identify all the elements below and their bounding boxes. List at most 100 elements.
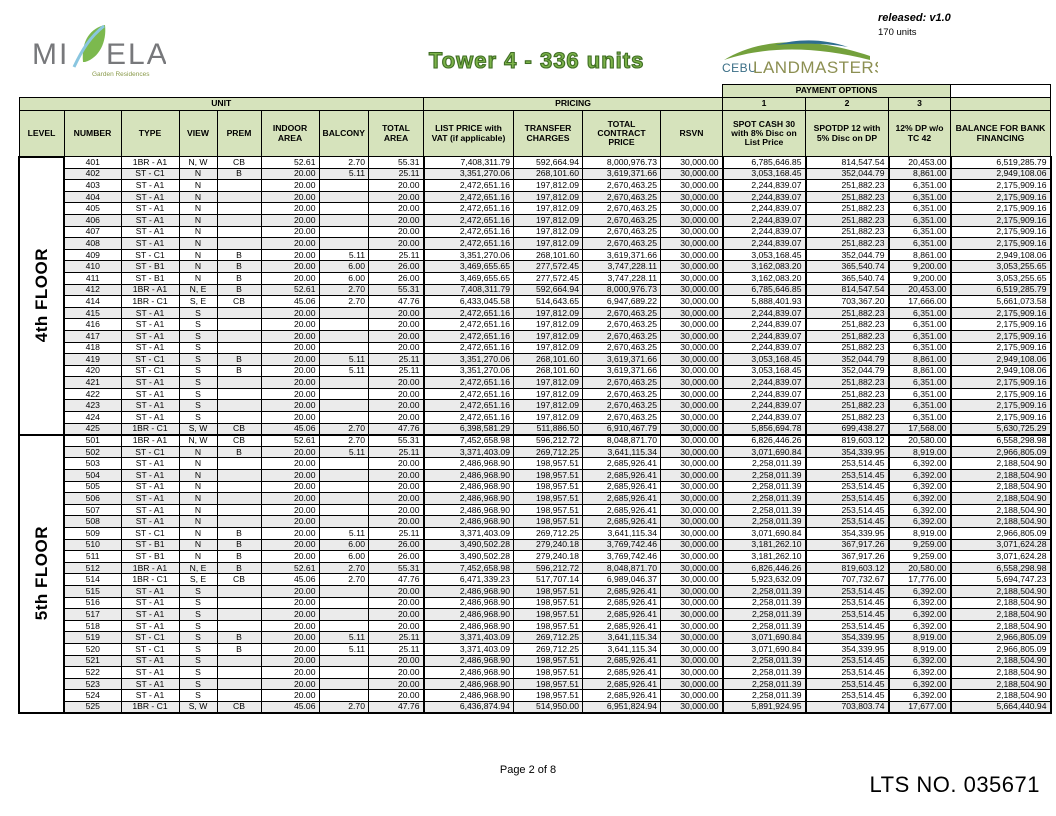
cell-number: 506 <box>63 492 122 505</box>
cell-indoor_area: 45.06 <box>260 422 320 436</box>
cell-dp_12_wo_tc: 17,666.00 <box>887 295 951 308</box>
cell-prem: B <box>216 260 262 273</box>
page-number: Page 2 of 8 <box>499 764 557 776</box>
cell-total_area: 55.31 <box>368 283 424 297</box>
cell-rsvn: 30,000.00 <box>660 353 723 366</box>
cell-spotdp_12: 253,514.45 <box>804 619 889 633</box>
cell-rsvn: 30,000.00 <box>660 573 723 586</box>
cell-prem: CB <box>216 295 262 308</box>
cell-indoor_area: 20.00 <box>260 306 320 320</box>
cell-bank_balance: 3,053,255.65 <box>949 260 1052 273</box>
released-version: released: v1.0 <box>878 12 951 24</box>
cell-type: ST - C1 <box>120 364 180 378</box>
cell-prem: B <box>216 527 262 540</box>
cell-list_price: 2,486,968.90 <box>422 457 514 471</box>
cell-type: 1BR - C1 <box>120 295 180 308</box>
mivela-logo: MI ELA Garden Residences <box>26 20 167 87</box>
cell-total_area: 20.00 <box>368 654 424 668</box>
cell-view: S <box>178 387 218 401</box>
cell-type: ST - A1 <box>120 387 180 401</box>
cell-transfer_charges: 198,957.51 <box>513 492 583 505</box>
col-header-rsvn: RSVN <box>660 110 723 157</box>
cell-transfer_charges: 197,812.09 <box>513 318 583 331</box>
cell-view: S <box>178 608 218 621</box>
cell-number: 406 <box>63 213 122 227</box>
cell-bank_balance: 2,175,909.16 <box>949 411 1052 424</box>
cell-prem: B <box>216 283 262 297</box>
cell-spot_cash_30: 5,891,924.95 <box>721 700 806 714</box>
cell-number: 415 <box>63 306 122 320</box>
cell-number: 523 <box>63 677 122 691</box>
cell-dp_12_wo_tc: 8,861.00 <box>887 353 951 366</box>
cell-list_price: 2,486,968.90 <box>422 515 514 528</box>
cell-list_price: 3,351,270.06 <box>422 167 514 181</box>
cell-bank_balance: 2,175,909.16 <box>949 225 1052 239</box>
cell-rsvn: 30,000.00 <box>660 619 723 633</box>
cell-total_area: 26.00 <box>368 260 424 273</box>
cell-list_price: 2,472,651.16 <box>422 387 514 401</box>
cell-spot_cash_30: 2,244,839.07 <box>721 213 806 227</box>
cell-number: 418 <box>63 341 122 355</box>
cell-spot_cash_30: 2,244,839.07 <box>721 329 806 343</box>
payment-options-group-header: PAYMENT OPTIONS <box>722 84 951 98</box>
cell-view: S <box>178 318 218 331</box>
col-header-total-contract-price: TOTAL CONTRACT PRICE <box>582 110 661 157</box>
cell-spotdp_12: 352,044.79 <box>804 167 889 181</box>
cell-total_contract_price: 2,685,926.41 <box>582 515 661 528</box>
cell-dp_12_wo_tc: 6,392.00 <box>887 608 951 621</box>
cell-view: S, E <box>178 573 218 586</box>
cell-bank_balance: 2,188,504.90 <box>949 515 1052 528</box>
cell-number: 416 <box>63 318 122 331</box>
cell-number: 514 <box>63 573 122 586</box>
cell-rsvn: 30,000.00 <box>660 584 723 598</box>
cell-type: ST - A1 <box>120 689 180 702</box>
cell-total_contract_price: 3,769,742.46 <box>582 538 661 552</box>
cell-spotdp_12: 253,514.45 <box>804 596 889 610</box>
table-row: 410 ST - B1 N B 20.00 6.00 26.00 3,469,655.65 27… <box>19 260 1052 273</box>
cell-spot_cash_30: 6,785,646.85 <box>721 156 806 169</box>
cell-view: S <box>178 677 218 691</box>
cell-spotdp_12: 819,603.12 <box>804 561 889 575</box>
cell-spot_cash_30: 2,258,011.39 <box>721 469 806 482</box>
cell-spot_cash_30: 2,258,011.39 <box>721 492 806 505</box>
cell-number: 410 <box>63 260 122 273</box>
cell-rsvn: 30,000.00 <box>660 689 723 702</box>
cell-indoor_area: 20.00 <box>260 237 320 250</box>
table-row: 409 ST - C1 N B 20.00 5.11 25.11 3,351,270.06 26… <box>19 248 1052 262</box>
cell-number: 522 <box>63 666 122 679</box>
cell-rsvn: 30,000.00 <box>660 422 723 436</box>
cell-list_price: 7,452,658.98 <box>422 434 514 447</box>
cell-total_area: 20.00 <box>368 213 424 227</box>
cell-total_area: 55.31 <box>368 434 424 447</box>
cell-spotdp_12: 367,917.26 <box>804 538 889 552</box>
cell-rsvn: 30,000.00 <box>660 538 723 552</box>
cell-prem <box>216 341 262 355</box>
cell-list_price: 2,472,651.16 <box>422 213 514 227</box>
cell-spotdp_12: 354,339.95 <box>804 642 889 656</box>
cell-dp_12_wo_tc: 6,351.00 <box>887 225 951 239</box>
table-row: 422 ST - A1 S 20.00 20.00 2,472,651.16 197,812… <box>19 387 1052 401</box>
cell-rsvn: 30,000.00 <box>660 445 723 459</box>
cell-prem <box>216 202 262 215</box>
cell-bank_balance: 2,175,909.16 <box>949 237 1052 250</box>
cell-total_contract_price: 2,685,926.41 <box>582 584 661 598</box>
cell-indoor_area: 52.61 <box>260 156 320 169</box>
cell-indoor_area: 20.00 <box>260 445 320 459</box>
cell-balcony <box>318 469 369 482</box>
cell-total_area: 20.00 <box>368 689 424 702</box>
cell-spotdp_12: 352,044.79 <box>804 248 889 262</box>
cell-dp_12_wo_tc: 8,919.00 <box>887 642 951 656</box>
cell-total_contract_price: 2,685,926.41 <box>582 608 661 621</box>
cell-list_price: 7,408,311.79 <box>422 283 514 297</box>
cell-number: 417 <box>63 329 122 343</box>
cell-bank_balance: 2,188,504.90 <box>949 503 1052 517</box>
cell-view: N <box>178 167 218 181</box>
table-row: 418 ST - A1 S 20.00 20.00 2,472,651.16 197,812… <box>19 341 1052 355</box>
cell-total_contract_price: 2,685,926.41 <box>582 654 661 668</box>
table-row: 408 ST - A1 N 20.00 20.00 2,472,651.16 197,812… <box>19 237 1052 250</box>
cell-spot_cash_30: 3,071,690.84 <box>721 631 806 644</box>
cell-rsvn: 30,000.00 <box>660 550 723 563</box>
cell-spotdp_12: 253,514.45 <box>804 492 889 505</box>
cell-dp_12_wo_tc: 6,351.00 <box>887 399 951 413</box>
